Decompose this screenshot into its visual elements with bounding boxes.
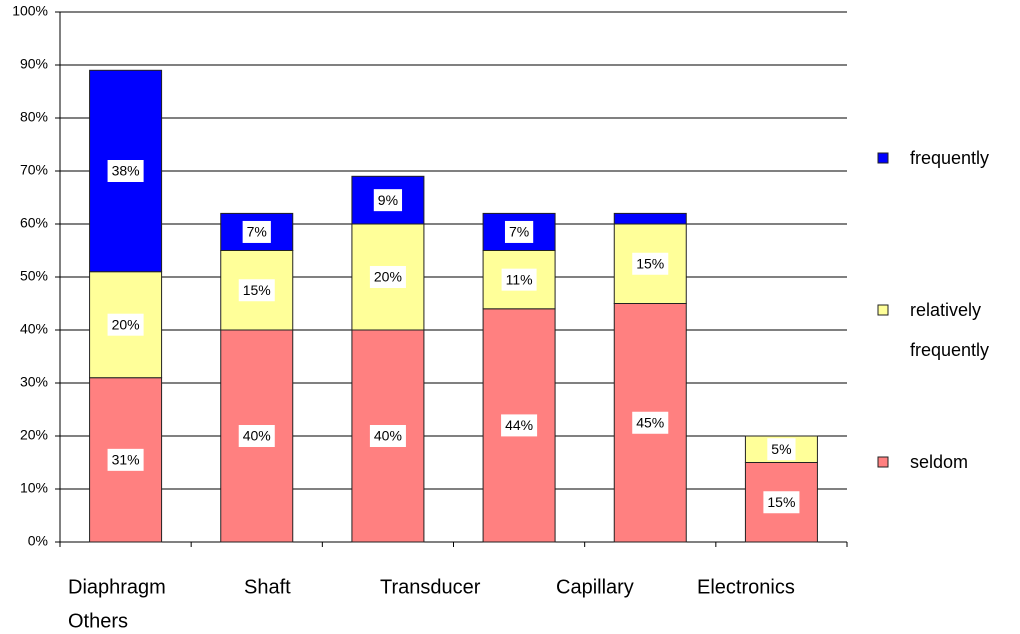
data-label-text: 15% <box>243 282 271 298</box>
data-label: 15% <box>238 279 275 302</box>
data-label: 20% <box>107 313 144 336</box>
data-label-bg <box>373 189 403 212</box>
legend-label-box: seldom <box>910 452 969 472</box>
data-label-bg <box>632 411 669 434</box>
x-tick-label: Transducer <box>380 576 481 598</box>
legend-label: seldom <box>910 452 969 472</box>
legend-label-box: frequently <box>910 148 990 168</box>
data-label-bg <box>504 220 534 243</box>
data-label-text: 31% <box>112 452 140 468</box>
data-label: 44% <box>501 414 538 437</box>
data-label-text: 15% <box>636 255 664 271</box>
data-label-bg <box>767 438 796 461</box>
x-tick-label: Capillary <box>556 576 634 598</box>
data-label-text: 9% <box>378 192 398 208</box>
data-label-bg <box>763 491 800 514</box>
y-tick-label: 70% <box>20 162 48 178</box>
x-tick-label: Others <box>68 610 128 632</box>
bar-segment <box>613 212 687 225</box>
legend-label: frequently <box>910 148 990 168</box>
x-tick-label: Electronics <box>697 576 795 598</box>
data-label: 15% <box>632 252 669 275</box>
data-label-text: 45% <box>636 414 664 430</box>
data-label-text: 44% <box>505 417 533 433</box>
data-label-text: 15% <box>767 494 795 510</box>
data-label-text: 7% <box>509 224 529 240</box>
data-label: 5% <box>767 438 796 461</box>
data-label-bg <box>369 266 406 288</box>
legend-label: relatively frequently <box>910 300 990 360</box>
data-label-bg <box>501 414 538 437</box>
y-tick-label: 40% <box>20 321 48 337</box>
data-label: 45% <box>632 411 669 434</box>
data-label-bg <box>107 313 144 336</box>
data-label: 20% <box>369 266 406 288</box>
legend-swatch <box>877 456 889 468</box>
data-label: 15% <box>763 491 800 514</box>
data-label-text: 20% <box>112 316 140 332</box>
legend-swatch <box>877 152 889 164</box>
y-tick-label: 0% <box>28 533 48 549</box>
data-label-bg <box>242 220 271 243</box>
y-tick-label: 10% <box>20 480 48 496</box>
data-label-text: 7% <box>247 224 267 240</box>
y-tick-label: 50% <box>20 268 48 284</box>
data-label: 9% <box>373 189 403 212</box>
data-label: 40% <box>238 425 275 447</box>
data-label-text: 40% <box>243 428 271 444</box>
data-label: 40% <box>369 425 406 447</box>
legend-label-box: relatively frequently <box>910 300 990 360</box>
data-label-text: 11% <box>506 271 533 287</box>
y-tick-label: 80% <box>20 109 48 125</box>
data-label-text: 40% <box>374 428 402 444</box>
data-label: 11% <box>501 268 537 291</box>
y-tick-label: 20% <box>20 427 48 443</box>
data-label-bg <box>501 268 537 291</box>
y-tick-label: 30% <box>20 374 48 390</box>
data-label: 31% <box>107 448 144 471</box>
data-label-bg <box>632 252 669 275</box>
data-label-text: 38% <box>112 163 140 179</box>
x-tick-label: Shaft <box>244 576 291 598</box>
data-label-bg <box>107 160 144 182</box>
data-label: 7% <box>504 220 534 243</box>
data-label-text: 20% <box>374 269 402 285</box>
data-label-bg <box>238 425 275 447</box>
data-label-bg <box>238 279 275 302</box>
x-tick-label: Diaphragm <box>68 576 166 598</box>
y-tick-label: 100% <box>12 3 48 19</box>
data-label-bg <box>107 448 144 471</box>
y-tick-label: 60% <box>20 215 48 231</box>
y-tick-label: 90% <box>20 56 48 72</box>
data-label-bg <box>369 425 406 447</box>
data-label: 38% <box>107 160 144 182</box>
legend-swatch <box>877 304 889 316</box>
data-label: 7% <box>242 220 271 243</box>
data-label-text: 5% <box>771 441 791 457</box>
